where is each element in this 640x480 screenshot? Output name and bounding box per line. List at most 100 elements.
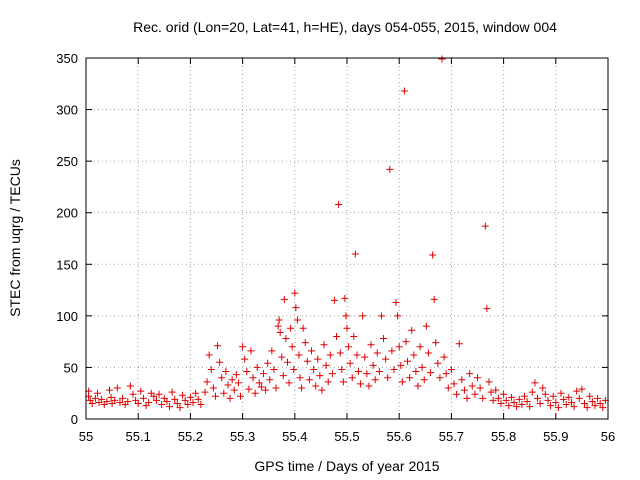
data-point [232, 371, 240, 379]
data-point [234, 379, 242, 387]
data-point [276, 328, 284, 336]
data-point [103, 397, 111, 405]
data-point [343, 324, 351, 332]
data-point [348, 374, 356, 382]
data-point [283, 358, 291, 366]
data-point [365, 382, 373, 390]
data-point [361, 353, 369, 361]
data-point [573, 387, 581, 395]
data-point [280, 295, 288, 303]
data-point [494, 394, 502, 402]
data-point [552, 398, 560, 406]
data-point [314, 355, 322, 363]
data-point [189, 398, 197, 406]
data-point [330, 296, 338, 304]
data-point [287, 324, 295, 332]
data-point [539, 384, 547, 392]
y-tick-label: 50 [64, 360, 78, 375]
data-point [107, 393, 115, 401]
data-point [507, 393, 515, 401]
data-point [105, 386, 113, 394]
data-point [282, 335, 290, 343]
chart-title: Rec. orid (Lon=20, Lat=41, h=HE), days 0… [133, 19, 557, 35]
data-point [479, 394, 487, 402]
data-point [339, 378, 347, 386]
data-point [259, 370, 267, 378]
data-point [397, 361, 405, 369]
data-point [575, 394, 583, 402]
data-point [197, 401, 205, 409]
data-point [116, 398, 124, 406]
data-point [429, 251, 437, 259]
data-point [155, 390, 163, 398]
data-point [341, 294, 349, 302]
data-point [534, 394, 542, 402]
data-point [363, 370, 371, 378]
data-point [216, 358, 224, 366]
data-point [278, 353, 286, 361]
data-point [416, 343, 424, 351]
data-point [316, 372, 324, 380]
y-tick-label: 0 [71, 412, 78, 427]
data-point [483, 305, 491, 313]
data-point [565, 393, 573, 401]
data-point [137, 387, 145, 395]
data-point [567, 398, 575, 406]
data-point [163, 397, 171, 405]
data-point [510, 398, 518, 406]
data-point [295, 351, 303, 359]
x-tick-label: 55.6 [387, 429, 412, 444]
data-point [249, 374, 257, 382]
data-point [345, 343, 353, 351]
data-point [354, 368, 362, 376]
data-point [88, 400, 96, 408]
y-axis-label: STEC from uqrg / TECUs [7, 159, 23, 317]
data-point [353, 351, 361, 359]
data-point [422, 322, 430, 330]
data-point [474, 374, 481, 382]
data-point [371, 376, 379, 384]
data-point [515, 395, 523, 403]
data-point [502, 396, 510, 404]
data-point [386, 165, 394, 173]
data-point [388, 347, 396, 355]
data-point [205, 351, 213, 359]
data-point [455, 340, 463, 348]
data-point [586, 392, 594, 400]
data-point [241, 355, 249, 363]
data-point [430, 295, 438, 303]
data-point [557, 389, 565, 397]
data-point [310, 365, 318, 373]
data-point [453, 390, 461, 398]
data-point [513, 403, 521, 411]
data-point [324, 378, 332, 386]
data-point [560, 395, 568, 403]
data-point [126, 382, 134, 390]
data-point [427, 369, 435, 377]
y-tick-label: 350 [56, 51, 78, 66]
data-point [599, 404, 607, 412]
data-point [382, 355, 390, 363]
data-point [359, 312, 367, 320]
data-point [224, 381, 232, 389]
data-point [98, 395, 106, 403]
data-point [292, 304, 300, 312]
data-point [239, 343, 247, 351]
data-point [583, 404, 591, 412]
data-point [466, 370, 474, 378]
data-point [336, 349, 344, 357]
data-point [275, 316, 283, 324]
data-point [333, 332, 341, 340]
x-tick-label: 55.9 [543, 429, 568, 444]
data-point [523, 397, 531, 405]
data-point [230, 386, 238, 394]
data-point [299, 324, 307, 332]
axis-ticks: 55 55.1 55.2 55.3 55.4 55.5 55.6 55.7 55.8 55.9 56… [56, 51, 615, 444]
data-point [173, 400, 181, 408]
x-tick-label: 55.1 [126, 429, 151, 444]
data-point [335, 200, 343, 208]
data-point [145, 398, 153, 406]
data-point [458, 376, 466, 384]
data-point [492, 386, 500, 394]
